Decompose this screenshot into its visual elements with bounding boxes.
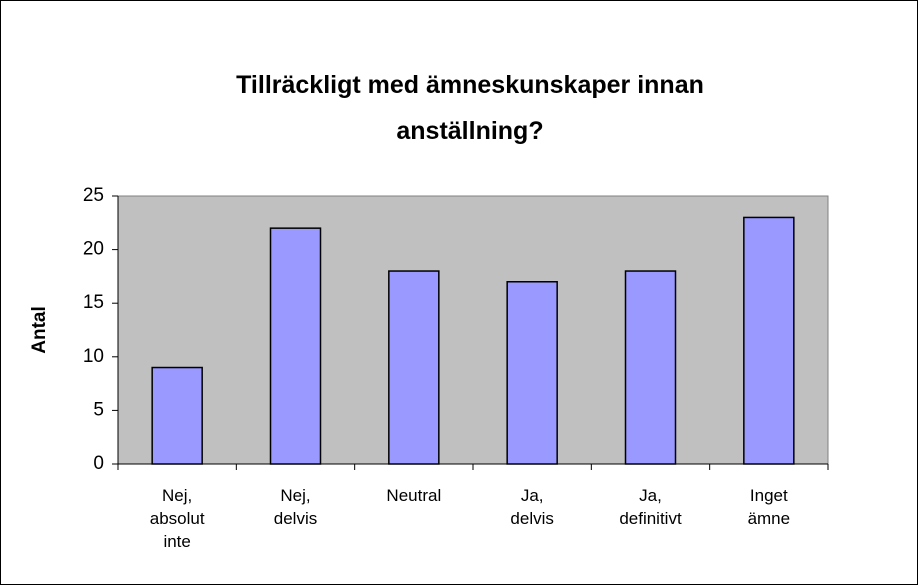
chart-title: Tillräckligt med ämneskunskaper innan an… bbox=[236, 71, 704, 145]
y-tick-label: 0 bbox=[93, 453, 104, 474]
bar bbox=[506, 281, 558, 465]
y-tick-label: 10 bbox=[83, 346, 104, 367]
y-axis-label: Antal bbox=[29, 306, 50, 354]
x-tick-label: Neutral bbox=[386, 486, 442, 505]
y-tick-label: 20 bbox=[83, 239, 104, 260]
bar bbox=[624, 270, 677, 465]
x-tick-label: Nej, absolut inte bbox=[149, 486, 205, 551]
y-tick-label: 15 bbox=[83, 292, 104, 313]
x-tick-label: Nej, delvis bbox=[273, 486, 318, 528]
x-tick-label: Inget ämne bbox=[747, 486, 791, 528]
y-tick-label: 5 bbox=[93, 399, 104, 420]
plot-area bbox=[117, 195, 829, 465]
bar bbox=[269, 227, 322, 465]
bar bbox=[743, 216, 795, 465]
x-tick-label: Ja, delvis bbox=[510, 486, 554, 528]
bar bbox=[388, 270, 440, 465]
bar bbox=[151, 366, 203, 465]
x-tick-label: Ja, definitivt bbox=[619, 486, 682, 528]
y-tick-label: 25 bbox=[83, 185, 104, 206]
